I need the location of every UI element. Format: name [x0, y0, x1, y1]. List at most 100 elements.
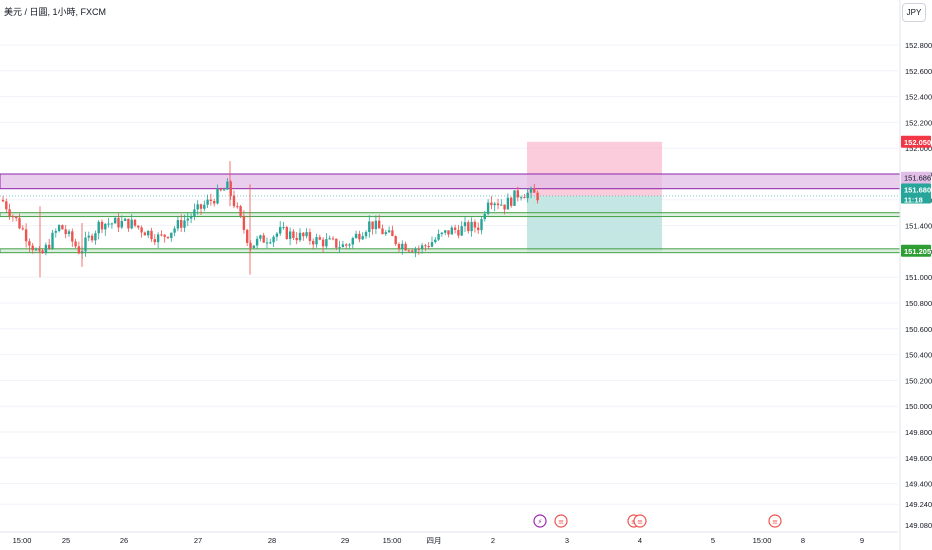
price-tick-label: 150.000: [905, 402, 932, 411]
candle-body: [140, 227, 143, 233]
candle-body: [453, 227, 457, 230]
support-zone-lower: [0, 248, 901, 254]
time-tick-label: 25: [62, 536, 70, 545]
candle-body: [143, 232, 147, 236]
candle-body: [321, 239, 325, 247]
time-tick-label: 3: [565, 536, 569, 545]
candle-body: [444, 230, 447, 233]
price-tick-label: 149.240: [905, 500, 932, 509]
candle-body: [272, 236, 275, 243]
event-marker-glyph: ≡: [637, 518, 643, 526]
price-tick-label: 152.600: [905, 67, 932, 76]
candle-body: [351, 238, 354, 245]
take-profit-zone: [527, 195, 662, 252]
symbol-title[interactable]: 美元 / 日圓, 1小時, FXCM: [4, 7, 107, 17]
candle-body: [312, 240, 315, 245]
price-tick-label: 152.200: [905, 118, 932, 127]
candle-body: [364, 232, 368, 237]
candle-body: [97, 221, 100, 234]
candle-body: [51, 232, 54, 249]
candle-body: [318, 237, 321, 240]
support-zone-upper: [0, 212, 901, 218]
candle-body: [513, 190, 516, 206]
candle-body: [216, 188, 219, 204]
candle-body: [302, 232, 305, 237]
candle-body: [470, 221, 473, 232]
candle-body: [384, 232, 387, 235]
price-tick-label: 151.400: [905, 222, 932, 231]
chart-grid: [0, 44, 898, 505]
candle-body: [414, 248, 417, 252]
time-axis[interactable]: 15:00 25 26 27 28 29 15:00 四月 2 3 4 5 15:00 8 9: [0, 531, 898, 545]
candle-body: [335, 238, 338, 248]
candle-body: [473, 221, 477, 228]
candle-body: [15, 216, 18, 219]
candle-body: [315, 237, 318, 245]
candle-body: [391, 230, 394, 237]
candle-body: [358, 233, 361, 240]
candle-body: [262, 235, 265, 243]
candle-body: [127, 218, 130, 229]
candle-body: [424, 245, 427, 247]
candle-body: [447, 230, 450, 235]
candles: [1, 161, 539, 278]
candle-body: [500, 204, 503, 206]
candle-body: [397, 243, 401, 249]
candle-body: [130, 219, 133, 229]
candle-body: [94, 233, 97, 241]
candle-body: [249, 242, 252, 248]
candle-body: [437, 234, 440, 240]
candle-body: [44, 244, 48, 254]
candle-body: [163, 234, 166, 237]
candle-body: [420, 245, 424, 250]
candle-body: [232, 195, 236, 207]
candle-body: [503, 204, 506, 210]
price-tick-label: 150.200: [905, 376, 932, 385]
price-axis[interactable]: 152.800152.600152.400152.200152.000151.8…: [899, 0, 932, 550]
candle-body: [259, 235, 262, 239]
candle-body: [222, 189, 226, 191]
candle-body: [483, 213, 486, 220]
candle-body: [338, 247, 341, 249]
event-markers[interactable]: ⚡≡≡≡≡: [533, 514, 782, 528]
candle-body: [64, 229, 67, 235]
candle-body: [186, 218, 189, 221]
candle-body: [110, 223, 114, 225]
candle-body: [331, 238, 335, 240]
price-tick-label: 149.400: [905, 480, 932, 489]
last-price-tag-countdown: 11:18: [904, 195, 923, 204]
candle-body: [536, 192, 539, 201]
candle-body: [34, 249, 38, 251]
candle-body: [18, 218, 21, 229]
candle-body: [411, 250, 414, 252]
candle-body: [285, 227, 288, 239]
candle-body: [328, 238, 331, 240]
candle-body: [156, 234, 160, 243]
zone-price-tag-bg: [901, 171, 931, 184]
candle-body: [477, 227, 480, 231]
candle-body: [203, 204, 206, 209]
candle-body: [493, 203, 496, 206]
candle-body: [206, 199, 209, 205]
candle-body: [407, 250, 411, 252]
price-tick-label: 152.400: [905, 93, 932, 102]
candle-body: [246, 229, 249, 243]
candle-body: [265, 242, 269, 244]
price-tick-label: 150.600: [905, 325, 932, 334]
candle-body: [305, 232, 308, 237]
price-tick-label: 150.400: [905, 351, 932, 360]
candle-body: [123, 218, 127, 221]
time-tick-label: 26: [120, 536, 128, 545]
candle-body: [183, 220, 186, 228]
price-tick-label: 149.600: [905, 454, 932, 463]
currency-button[interactable]: JPY: [902, 3, 926, 22]
candle-body: [427, 246, 430, 248]
resistance-zone: [0, 173, 901, 190]
candle-body: [460, 226, 463, 236]
candle-body: [529, 188, 533, 193]
candle-body: [242, 215, 246, 230]
candle-body: [417, 248, 420, 250]
time-tick-label: 9: [860, 536, 864, 545]
candle-body: [434, 239, 437, 243]
